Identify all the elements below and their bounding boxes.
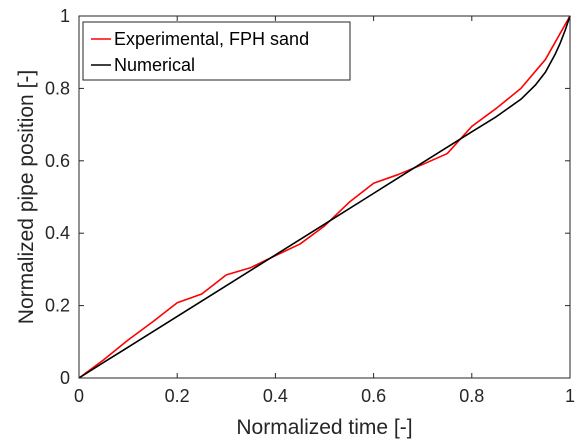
x-axis-label: Normalized time [-] (236, 416, 412, 439)
x-tick-label: 0.4 (263, 386, 288, 406)
y-tick-label: 0.8 (45, 78, 70, 98)
y-tick-label: 0.4 (45, 223, 70, 243)
y-axis-ticks: 0 0.2 0.4 0.6 0.8 1 (45, 6, 570, 388)
y-tick-label: 1 (60, 6, 70, 26)
x-tick-label: 0.8 (459, 386, 484, 406)
x-tick-label: 0.2 (165, 386, 190, 406)
series-layer (78, 15, 571, 379)
y-tick-label: 0.6 (45, 151, 70, 171)
y-tick-label: 0.2 (45, 296, 70, 316)
legend-label-numerical: Numerical (114, 55, 195, 75)
y-tick-label: 0 (60, 368, 70, 388)
y-axis-label: Normalized pipe position [-] (15, 70, 38, 324)
series-line-experimental (78, 15, 571, 379)
legend-box (82, 21, 351, 81)
legend-label-experimental: Experimental, FPH sand (114, 29, 309, 49)
x-tick-label: 0 (74, 386, 84, 406)
x-axis-ticks: 0 0.2 0.4 0.6 0.8 1 (74, 16, 575, 406)
x-tick-label: 1 (565, 386, 575, 406)
legend: Experimental, FPH sand Numerical (82, 21, 351, 81)
series-line-numerical (78, 15, 571, 379)
x-tick-label: 0.6 (361, 386, 386, 406)
